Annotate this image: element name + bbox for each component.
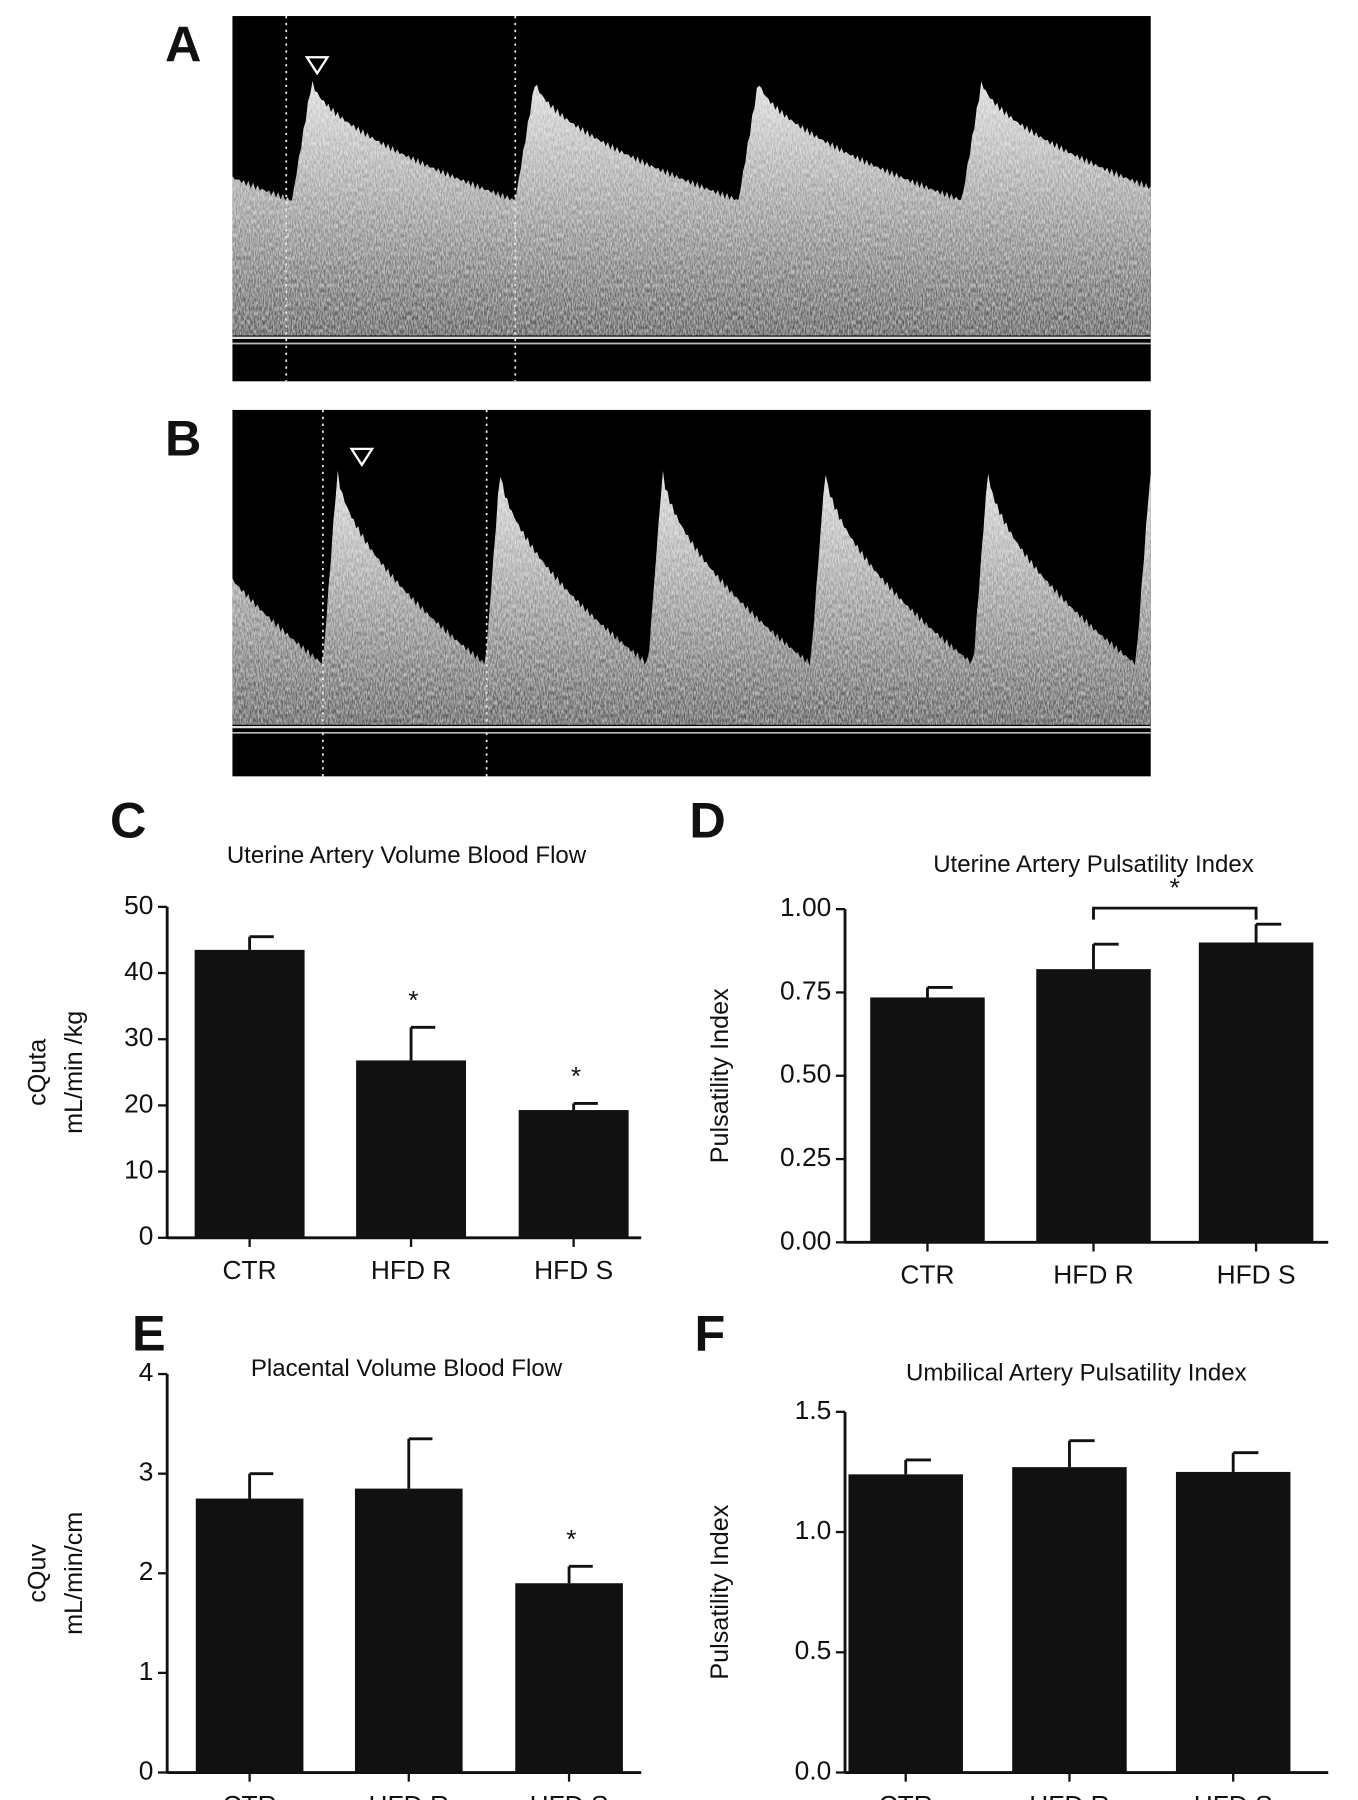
x-tick-label: HFD R <box>371 1255 451 1285</box>
bar <box>1036 969 1151 1243</box>
panel-label: D <box>689 792 725 849</box>
panel-label: E <box>132 1305 166 1362</box>
y-tick-label: 50 <box>124 890 153 920</box>
y-tick-label: 0.00 <box>780 1225 831 1255</box>
significance-marker: * <box>571 1061 581 1091</box>
bar <box>1012 1467 1127 1773</box>
y-tick-label: 0.25 <box>780 1142 831 1172</box>
y-tick-label: 3 <box>139 1457 154 1487</box>
y-tick-label: 0.75 <box>780 975 831 1005</box>
significance-marker: * <box>408 985 418 1015</box>
y-tick-label: 1.00 <box>780 892 831 922</box>
significance-marker: * <box>566 1524 576 1554</box>
y-tick-label: 1 <box>139 1656 154 1686</box>
bar <box>515 1583 623 1773</box>
y-tick-label: 30 <box>124 1022 153 1052</box>
x-tick-label: CTR <box>879 1790 933 1800</box>
y-axis-label: Pulsatility Index <box>706 1504 734 1679</box>
chart-title: Umbilical Artery Pulsatility Index <box>906 1359 1247 1386</box>
doppler-image <box>232 16 1151 382</box>
y-tick-label: 40 <box>124 956 153 986</box>
bar <box>195 1498 304 1773</box>
x-tick-label: HFD S <box>530 1790 609 1800</box>
bar <box>1198 942 1314 1243</box>
y-tick-label: 0.5 <box>795 1635 832 1665</box>
doppler-image <box>232 409 1151 777</box>
bar <box>194 949 305 1238</box>
y-tick-label: 10 <box>124 1155 153 1185</box>
significance-marker: * <box>1170 873 1180 903</box>
y-axis-label: mL/min/cm <box>60 1512 88 1635</box>
bar <box>870 997 985 1243</box>
y-tick-label: 0 <box>139 1755 154 1785</box>
chart-title: Placental Volume Blood Flow <box>251 1355 563 1382</box>
x-tick-label: HFD R <box>369 1790 449 1800</box>
y-axis-label: cQuv <box>24 1543 52 1602</box>
x-tick-label: HFD S <box>1194 1790 1273 1800</box>
x-tick-label: CTR <box>223 1790 277 1800</box>
y-axis-label: mL/min /kg <box>60 1011 88 1134</box>
bar <box>518 1110 629 1238</box>
y-axis-label: cQuta <box>24 1038 52 1106</box>
x-tick-label: HFD R <box>1053 1260 1133 1290</box>
significance-bracket <box>1092 906 1258 920</box>
panel-label: C <box>110 792 146 849</box>
y-tick-label: 0.0 <box>795 1755 832 1785</box>
bar <box>848 1474 963 1773</box>
panel-label: A <box>165 15 201 72</box>
x-tick-label: HFD S <box>1217 1260 1296 1290</box>
y-tick-label: 4 <box>139 1357 154 1387</box>
panel-label: B <box>165 409 201 466</box>
panel-label: F <box>695 1305 726 1362</box>
peak-marker <box>349 447 375 468</box>
bar <box>354 1488 463 1773</box>
y-tick-label: 0 <box>139 1221 154 1251</box>
y-tick-label: 1.5 <box>795 1395 832 1425</box>
chart-title: Uterine Artery Volume Blood Flow <box>227 842 587 869</box>
bar <box>1175 1471 1291 1773</box>
x-tick-label: HFD S <box>534 1255 613 1285</box>
y-tick-label: 1.0 <box>795 1515 832 1545</box>
bar <box>356 1060 467 1238</box>
peak-marker <box>304 56 330 76</box>
y-tick-label: 2 <box>139 1556 154 1586</box>
x-tick-label: HFD R <box>1029 1790 1109 1800</box>
x-tick-label: CTR <box>223 1255 277 1285</box>
chart-title: Uterine Artery Pulsatility Index <box>933 851 1254 878</box>
x-tick-label: CTR <box>900 1260 954 1290</box>
waveform-texture <box>232 80 1151 336</box>
y-tick-label: 20 <box>124 1088 153 1118</box>
waveform-texture <box>232 470 1151 725</box>
y-axis-label: Pulsatility Index <box>706 988 734 1163</box>
y-tick-label: 0.50 <box>780 1059 831 1089</box>
